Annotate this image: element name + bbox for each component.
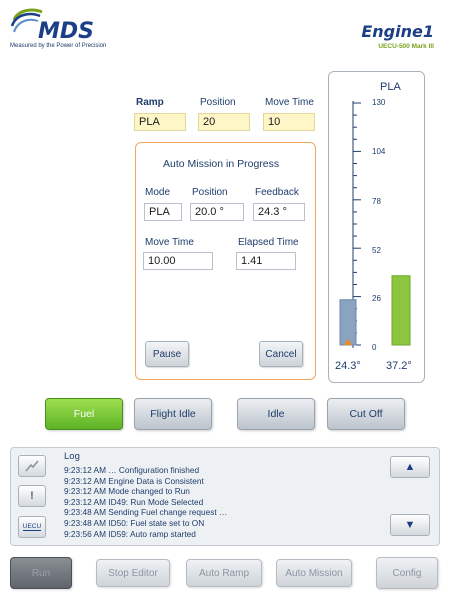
tick-label: 26 <box>372 294 381 303</box>
pause-button[interactable]: Pause <box>145 341 189 367</box>
uecu-icon: UECU <box>22 523 42 531</box>
move-time-label: Move Time <box>265 97 314 108</box>
log-line: 9:23:48 AM Sending Fuel change request … <box>64 507 228 518</box>
logo-swoosh-icon <box>10 8 43 33</box>
engine-title: Engine1 <box>361 22 434 41</box>
mission-position-label: Position <box>192 187 228 198</box>
tick-label: 0 <box>372 343 377 352</box>
position-label: Position <box>200 97 236 108</box>
tick-label: 130 <box>372 98 386 107</box>
mode-label: Mode <box>145 187 171 198</box>
mission-title: Auto Mission in Progress <box>163 158 280 170</box>
auto-mission-button[interactable]: Auto Mission <box>276 559 352 587</box>
log-line: 9:23:56 AM ID59: Auto ramp started <box>64 528 196 539</box>
mode-field: PLA <box>144 203 182 221</box>
elapsed-time-label: Elapsed Time <box>238 237 299 248</box>
feedback-marker-icon <box>344 339 352 345</box>
cancel-button[interactable]: Cancel <box>259 341 303 367</box>
log-list: 9:23:12 AM … Configuration finished 9:23… <box>64 465 227 539</box>
move-time-field[interactable]: 10 <box>263 113 315 131</box>
position-field[interactable]: 20 <box>198 113 250 131</box>
command-value: 37.2° <box>386 360 412 372</box>
ramp-label: Ramp <box>136 97 164 108</box>
log-line: 9:23:12 AM ID49: Run Mode Selected <box>64 496 204 507</box>
tick-label: 52 <box>372 246 381 255</box>
auto-ramp-button[interactable]: Auto Ramp <box>186 559 262 587</box>
gauge-title: PLA <box>380 81 401 93</box>
triangle-down-icon: ▼ <box>404 519 416 531</box>
uecu-button[interactable]: UECU <box>18 516 46 538</box>
log-panel <box>10 447 440 546</box>
stop-editor-button[interactable]: Stop Editor <box>96 559 170 587</box>
cut-off-button[interactable]: Cut Off <box>327 398 405 430</box>
tick-label: 104 <box>372 147 386 156</box>
log-title: Log <box>64 451 80 462</box>
logo-tagline: Measured by the Power of Precision <box>10 43 107 49</box>
idle-button[interactable]: Idle <box>237 398 315 430</box>
feedback-bar <box>339 299 357 346</box>
log-line: 9:23:12 AM … Configuration finished <box>64 465 200 475</box>
tick-label: 78 <box>372 197 381 206</box>
config-button[interactable]: Config <box>376 557 438 589</box>
scroll-down-button[interactable]: ▼ <box>390 514 430 536</box>
elapsed-time-field: 1.41 <box>236 252 296 270</box>
pla-gauge <box>339 101 411 348</box>
feedback-field: 24.3 ° <box>253 203 305 221</box>
run-button[interactable]: Run <box>10 557 72 589</box>
signal-button[interactable] <box>18 455 46 477</box>
log-line: 9:23:48 AM ID50: Fuel state set to ON <box>64 517 205 528</box>
mds-logo: MDS <box>8 6 128 52</box>
feedback-label: Feedback <box>255 187 299 198</box>
ramp-field[interactable]: PLA <box>134 113 186 131</box>
feedback-value: 24.3° <box>335 360 361 372</box>
flight-idle-button[interactable]: Flight Idle <box>134 398 212 430</box>
mission-move-time-label: Move Time <box>145 237 194 248</box>
command-bar <box>391 275 411 346</box>
engine-subtitle: UECU-500 Mark III <box>378 43 434 50</box>
mission-move-time-field: 10.00 <box>143 252 213 270</box>
log-line: 9:23:12 AM Engine Data is Consistent <box>64 475 204 486</box>
signal-icon <box>25 460 39 472</box>
log-line: 9:23:12 AM Mode changed to Run <box>64 486 190 497</box>
mission-position-field: 20.0 ° <box>190 203 244 221</box>
scroll-up-button[interactable]: ▲ <box>390 456 430 478</box>
logo-wordmark: MDS <box>38 19 94 44</box>
fuel-button[interactable]: Fuel <box>45 398 123 430</box>
triangle-up-icon: ▲ <box>404 461 416 473</box>
warning-button[interactable]: ! <box>18 485 46 507</box>
exclamation-icon: ! <box>30 490 34 502</box>
